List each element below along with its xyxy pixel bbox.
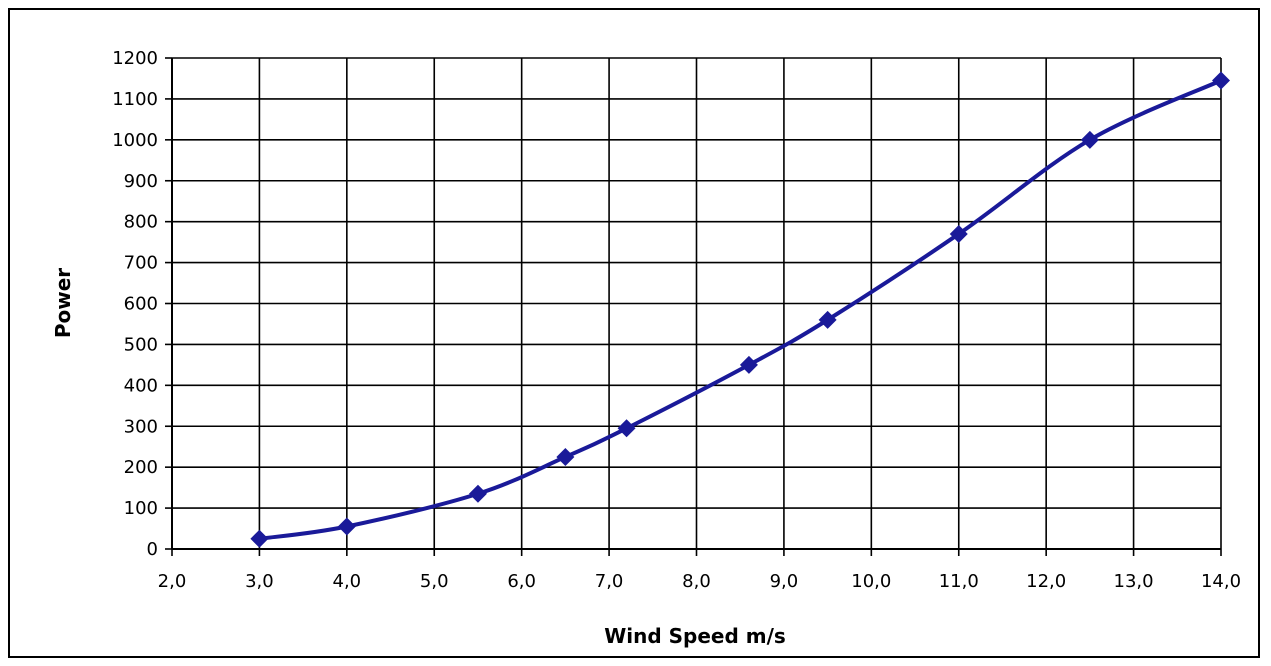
x-tick-label: 7,0 — [595, 571, 624, 592]
y-tick-label: 1000 — [112, 130, 158, 151]
x-tick-label: 2,0 — [158, 571, 187, 592]
x-tick-label: 8,0 — [682, 571, 711, 592]
y-tick-label: 400 — [124, 375, 158, 396]
y-tick-label: 700 — [124, 253, 158, 274]
data-point-marker — [1212, 71, 1230, 90]
data-point-marker — [556, 447, 575, 466]
y-tick-label: 300 — [124, 416, 158, 437]
y-tick-label: 1100 — [112, 89, 158, 110]
x-tick-label: 12,0 — [1026, 571, 1066, 592]
data-point-marker — [617, 419, 636, 438]
x-tick-label: 13,0 — [1114, 571, 1154, 592]
data-point-marker — [250, 529, 269, 548]
y-tick-label: 500 — [124, 334, 158, 355]
y-tick-label: 100 — [124, 498, 158, 519]
x-tick-labels: 2,0 3,0 4,0 5,0 6,0 7,0 8,0 9,0 10,0 11,0 12,0 13,0… — [158, 571, 1241, 592]
y-axis-title: Power — [51, 268, 75, 338]
data-point-marker — [468, 484, 487, 503]
y-tick-label: 200 — [124, 457, 158, 478]
data-point-marker — [739, 355, 758, 374]
series — [250, 71, 1230, 548]
x-tick-label: 5,0 — [420, 571, 449, 592]
x-tick-label: 14,0 — [1201, 571, 1241, 592]
axes — [165, 57, 1222, 556]
series-line — [259, 78, 1222, 541]
grid — [172, 57, 1222, 549]
x-tick-label: 3,0 — [245, 571, 274, 592]
x-tick-label: 9,0 — [770, 571, 799, 592]
x-tick-label: 11,0 — [939, 571, 979, 592]
y-tick-label: 0 — [147, 539, 158, 560]
data-point-marker — [818, 310, 837, 329]
x-tick-label: 6,0 — [507, 571, 536, 592]
x-tick-label: 10,0 — [851, 571, 891, 592]
data-point-marker — [949, 224, 968, 243]
x-tick-label: 4,0 — [333, 571, 362, 592]
y-tick-label: 1200 — [112, 48, 158, 69]
y-tick-label: 800 — [124, 212, 158, 233]
data-point-marker — [337, 517, 356, 536]
data-point-marker — [1080, 130, 1099, 149]
y-tick-label: 600 — [124, 294, 158, 315]
y-tick-labels: 0 100 200 300 400 500 600 700 800 900 1000 1100 1200 — [112, 48, 158, 560]
y-tick-label: 900 — [124, 171, 158, 192]
x-axis-title: Wind Speed m/s — [604, 624, 786, 648]
